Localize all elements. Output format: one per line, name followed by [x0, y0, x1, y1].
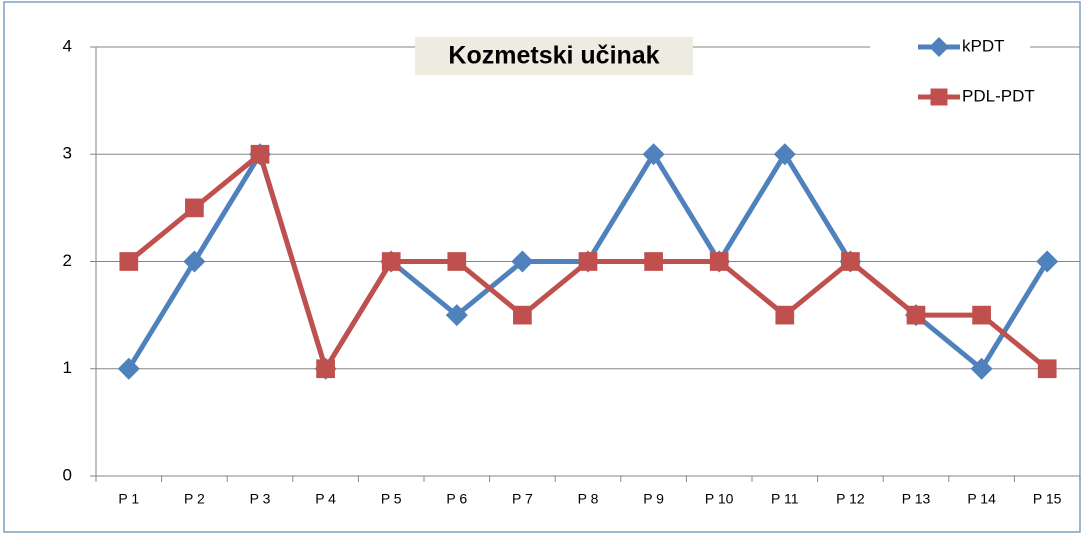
- marker: [316, 359, 335, 379]
- marker: [183, 250, 206, 273]
- marker: [709, 252, 729, 271]
- y-tick-label: 2: [63, 251, 72, 270]
- legend-label: kPDT: [962, 36, 1005, 55]
- x-tick-label: P 13: [902, 491, 931, 507]
- chart-border: [3, 1, 1081, 533]
- marker: [578, 252, 598, 271]
- legend-marker: [929, 37, 949, 57]
- x-tick-label: P 7: [512, 491, 533, 507]
- marker: [775, 305, 795, 325]
- title-box: [415, 37, 693, 75]
- marker: [841, 252, 860, 271]
- legend-label: PDL-PDT: [962, 86, 1035, 105]
- marker: [970, 357, 993, 380]
- marker: [773, 143, 796, 166]
- x-tick-label: P 6: [446, 491, 467, 507]
- marker: [119, 252, 139, 271]
- marker: [906, 305, 926, 325]
- y-tick-label: 1: [63, 358, 72, 377]
- x-tick-label: P 8: [578, 491, 599, 507]
- x-tick-label: P 9: [643, 491, 664, 507]
- marker: [447, 252, 467, 271]
- x-tick-label: P 12: [836, 491, 865, 507]
- x-tick-label: P 3: [250, 491, 271, 507]
- marker: [1037, 359, 1057, 379]
- marker: [644, 252, 663, 271]
- marker: [1036, 250, 1059, 273]
- y-tick-label: 4: [63, 36, 72, 55]
- marker: [972, 305, 991, 325]
- x-tick-label: P 10: [705, 491, 734, 507]
- x-tick-label: P 14: [967, 491, 996, 507]
- marker: [513, 305, 532, 325]
- marker: [117, 357, 140, 380]
- marker: [511, 250, 534, 273]
- x-tick-label: P 4: [315, 491, 336, 507]
- x-tick-label: P 15: [1033, 491, 1062, 507]
- x-tick-label: P 1: [118, 491, 139, 507]
- marker: [250, 144, 270, 164]
- marker: [445, 304, 468, 327]
- y-tick-label: 0: [63, 465, 72, 484]
- y-tick-label: 3: [63, 144, 72, 163]
- marker: [185, 198, 204, 218]
- marker: [381, 252, 401, 271]
- marker: [642, 143, 665, 166]
- x-tick-label: P 5: [381, 491, 402, 507]
- x-tick-label: P 11: [771, 491, 799, 507]
- plot-area: 0 1 2 3 4 P 1 P 2 P 3 P 4 P 5 P 6 P 7 P 8 P 9 P 10 P 11…: [63, 33, 1081, 507]
- chart-title: Kozmetski učinak: [448, 42, 659, 70]
- legend-marker: [930, 88, 948, 106]
- x-tick-label: P 2: [184, 491, 205, 507]
